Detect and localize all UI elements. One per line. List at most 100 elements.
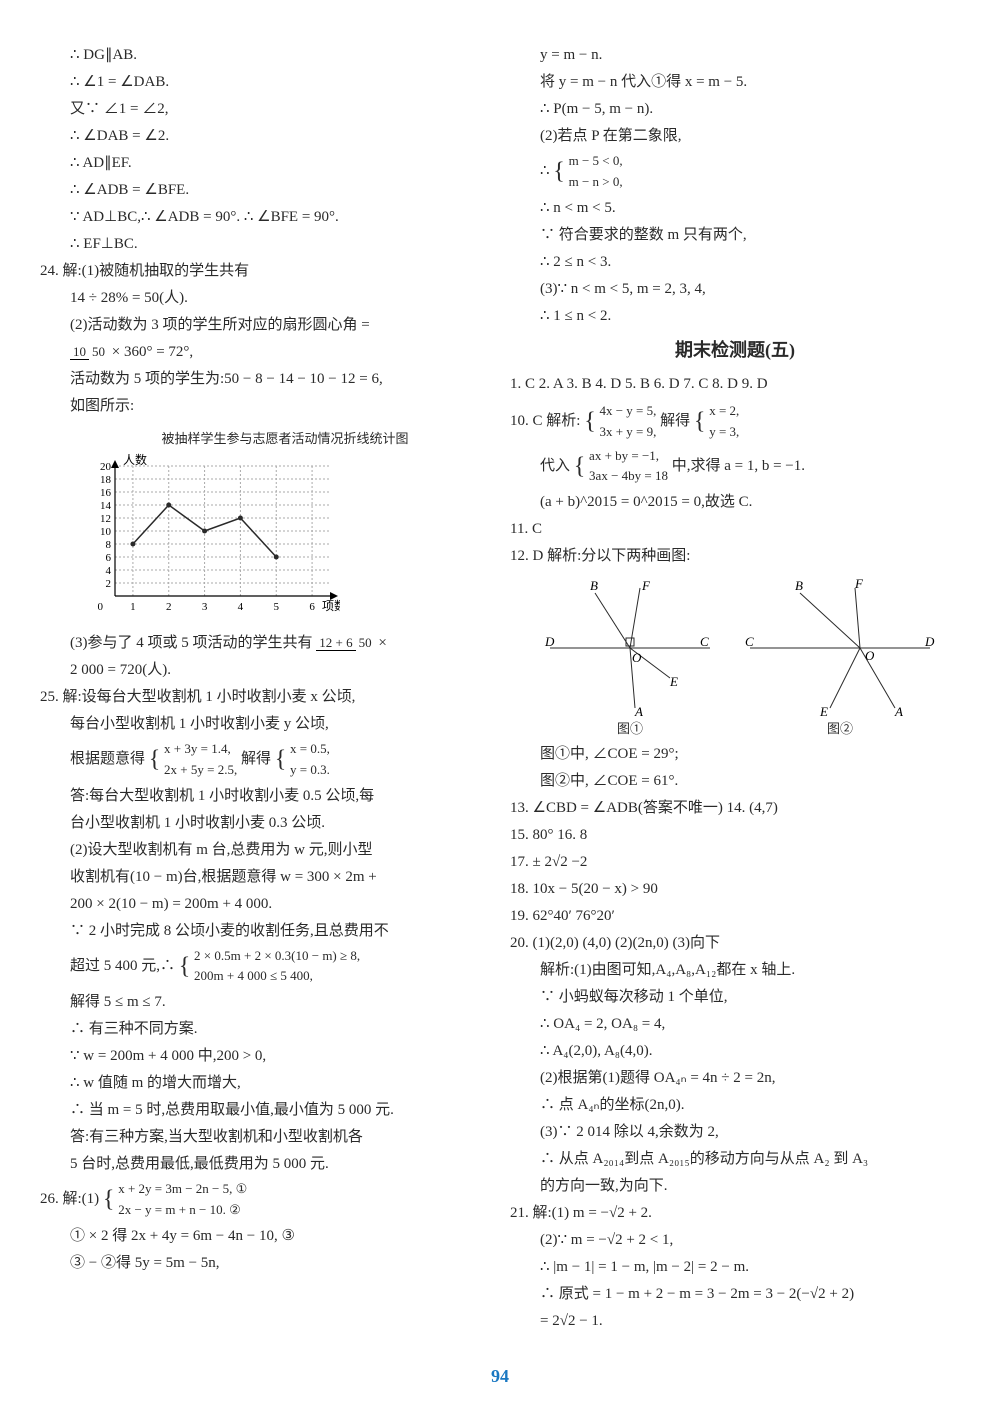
a17: 17. ± 2√2 −2	[510, 850, 960, 874]
eq: m − 5 < 0,	[569, 153, 623, 168]
svg-text:E: E	[669, 674, 678, 689]
svg-text:6: 6	[106, 552, 112, 564]
text-line: 图②中, ∠COE = 61°.	[510, 769, 960, 793]
text-line: ∴ P(m − 5, m − n).	[510, 97, 960, 121]
eq: 2x − y = m + n − 10. ②	[118, 1202, 241, 1217]
brace-icon: {	[149, 747, 161, 773]
diagram-svg: B F C O D E A	[740, 578, 940, 718]
diagram-caption: 图②	[740, 718, 940, 737]
q25: 25. 解:设每台大型收割机 1 小时收割小麦 x 公顷,	[40, 685, 490, 709]
right-column: y = m − n. 将 y = m − n 代入①得 x = m − 5. ∴…	[510, 40, 960, 1336]
eq: 2 × 0.5m + 2 × 0.3(10 − m) ≥ 8,	[194, 948, 360, 963]
fraction: 12 + 650	[316, 633, 374, 654]
a13: 13. ∠CBD = ∠ADB(答案不唯一) 14. (4,7)	[510, 796, 960, 820]
svg-text:2: 2	[106, 578, 112, 590]
fraction: 1050	[70, 342, 108, 363]
text-line: ∴ ∠DAB = ∠2.	[40, 124, 490, 148]
brace-icon: {	[584, 409, 596, 435]
svg-text:B: B	[795, 578, 803, 593]
page-number: 94	[0, 1366, 1000, 1387]
a19: 19. 62°40′ 76°20′	[510, 904, 960, 928]
text-line: ∴ 原式 = 1 − m + 2 − m = 3 − 2m = 3 − 2(−√…	[510, 1282, 960, 1306]
q26: 26. 解:(1) { x + 2y = 3m − 2n − 5, ① 2x −…	[40, 1179, 490, 1221]
brace-icon: {	[553, 159, 565, 185]
text-line: ∵ 2 小时完成 8 公顷小麦的收割任务,且总费用不	[40, 919, 490, 943]
eq: 3x + y = 9,	[599, 424, 656, 439]
a11: 11. C	[510, 517, 960, 541]
eq: 4x − y = 5,	[599, 403, 656, 418]
text-line: ∴ OA₄ = 2, OA₈ = 4,	[510, 1012, 960, 1036]
eq: y = 3,	[709, 424, 739, 439]
text: ×	[378, 635, 386, 651]
text-line: (2)活动数为 3 项的学生所对应的扇形圆心角 =	[40, 313, 490, 337]
svg-text:16: 16	[100, 487, 112, 499]
text-line: (a + b)^2015 = 0^2015 = 0,故选 C.	[510, 490, 960, 514]
text: (3)参与了 4 项或 5 项活动的学生共有	[70, 635, 313, 651]
answers-line: 1. C 2. A 3. B 4. D 5. B 6. D 7. C 8. D …	[510, 370, 960, 399]
a10: 10. C 解析: { 4x − y = 5, 3x + y = 9, 解得 {…	[510, 401, 960, 443]
text: 代入	[540, 458, 570, 474]
diagram-svg: B F D O C E A	[540, 578, 720, 718]
svg-text:人数: 人数	[123, 452, 147, 467]
svg-text:C: C	[700, 634, 709, 649]
svg-text:6: 6	[309, 601, 315, 613]
text-line: ∵ w = 200m + 4 000 中,200 > 0,	[40, 1044, 490, 1068]
brace-icon: {	[103, 1187, 115, 1213]
svg-text:4: 4	[106, 565, 112, 577]
text-line: ∴ 2 ≤ n < 3.	[510, 250, 960, 274]
text-line: ∴ ∠ADB = ∠BFE.	[40, 178, 490, 202]
text-line: 的方向一致,为向下.	[510, 1174, 960, 1198]
text-line: 超过 5 400 元,∴ { 2 × 0.5m + 2 × 0.3(10 − m…	[40, 946, 490, 988]
text-line: 代入 { ax + by = −1, 3ax − 4by = 18 中,求得 a…	[510, 446, 960, 488]
text-line: ∴ n < m < 5.	[510, 196, 960, 220]
svg-text:A: A	[634, 704, 643, 718]
text-line: 答:有三种方案,当大型收割机和小型收割机各	[40, 1125, 490, 1149]
text-line: 又∵ ∠1 = ∠2,	[40, 97, 490, 121]
text: 解得	[660, 413, 690, 429]
svg-text:F: F	[854, 578, 864, 591]
text-line: ∵ AD⊥BC,∴ ∠ADB = 90°. ∴ ∠BFE = 90°.	[40, 205, 490, 229]
text-line: 解析:(1)由图可知,A₄,A₈,A₁₂都在 x 轴上.	[510, 958, 960, 982]
svg-text:12: 12	[100, 513, 111, 525]
text-line: ∴ 1 ≤ n < 2.	[510, 304, 960, 328]
svg-text:D: D	[544, 634, 555, 649]
text-line: ∴ 当 m = 5 时,总费用取最小值,最小值为 5 000 元.	[40, 1098, 490, 1122]
text-line: 200 × 2(10 − m) = 200m + 4 000.	[40, 892, 490, 916]
section-title: 期末检测题(五)	[510, 336, 960, 362]
a15: 15. 80° 16. 8	[510, 823, 960, 847]
text-line: ∴ ∠1 = ∠DAB.	[40, 70, 490, 94]
text: 根据题意得	[70, 751, 145, 767]
text-line: 1050 × 360° = 72°,	[40, 340, 490, 364]
text-line: ∴ DG∥AB.	[40, 43, 490, 67]
text-line: ∴ 从点 A₂₀₁₄到点 A₂₀₁₅的移动方向与从点 A₂ 到 A₃	[510, 1147, 960, 1171]
text: 解得	[241, 751, 271, 767]
text-line: (2)根据第(1)题得 OA₄ₙ = 4n ÷ 2 = 2n,	[510, 1066, 960, 1090]
diagram-2: B F C O D E A 图②	[740, 578, 940, 737]
diagram-row: B F D O C E A 图① B F	[540, 578, 960, 737]
text-line: 活动数为 5 项的学生为:50 − 8 − 14 − 10 − 12 = 6,	[40, 367, 490, 391]
svg-text:10: 10	[100, 526, 112, 538]
svg-text:B: B	[590, 578, 598, 593]
left-column: ∴ DG∥AB. ∴ ∠1 = ∠DAB. 又∵ ∠1 = ∠2, ∴ ∠DAB…	[40, 40, 490, 1336]
q24: 24. 解:(1)被随机抽取的学生共有	[40, 259, 490, 283]
brace-icon: {	[694, 409, 706, 435]
line-chart: 被抽样学生参与志愿者活动情况折线统计图 24681012141618201234…	[80, 428, 490, 621]
text-line: 收割机有(10 − m)台,根据题意得 w = 300 × 2m +	[40, 865, 490, 889]
text-line: 根据题意得 { x + 3y = 1.4, 2x + 5y = 2.5, 解得 …	[40, 739, 490, 781]
eq: 2x + 5y = 2.5,	[164, 762, 237, 777]
svg-text:1: 1	[130, 601, 136, 613]
text-line: = 2√2 − 1.	[510, 1309, 960, 1333]
text-line: ∵ 符合要求的整数 m 只有两个,	[510, 223, 960, 247]
text-line: ∴ w 值随 m 的增大而增大,	[40, 1071, 490, 1095]
text-line: 将 y = m − n 代入①得 x = m − 5.	[510, 70, 960, 94]
text-line: 如图所示:	[40, 394, 490, 418]
text-line: ① × 2 得 2x + 4y = 6m − 4n − 10, ③	[40, 1224, 490, 1248]
a21: 21. 解:(1) m = −√2 + 2.	[510, 1201, 960, 1225]
text-line: ③ − ②得 5y = 5m − 5n,	[40, 1251, 490, 1275]
eq: x + 2y = 3m − 2n − 5, ①	[118, 1181, 247, 1196]
eq: 200m + 4 000 ≤ 5 400,	[194, 968, 313, 983]
chart-title: 被抽样学生参与志愿者活动情况折线统计图	[80, 428, 490, 447]
text-line: 台小型收割机 1 小时收割小麦 0.3 公顷.	[40, 811, 490, 835]
eq: y = 0.3.	[290, 762, 330, 777]
eq: 3ax − 4by = 18	[589, 468, 668, 483]
